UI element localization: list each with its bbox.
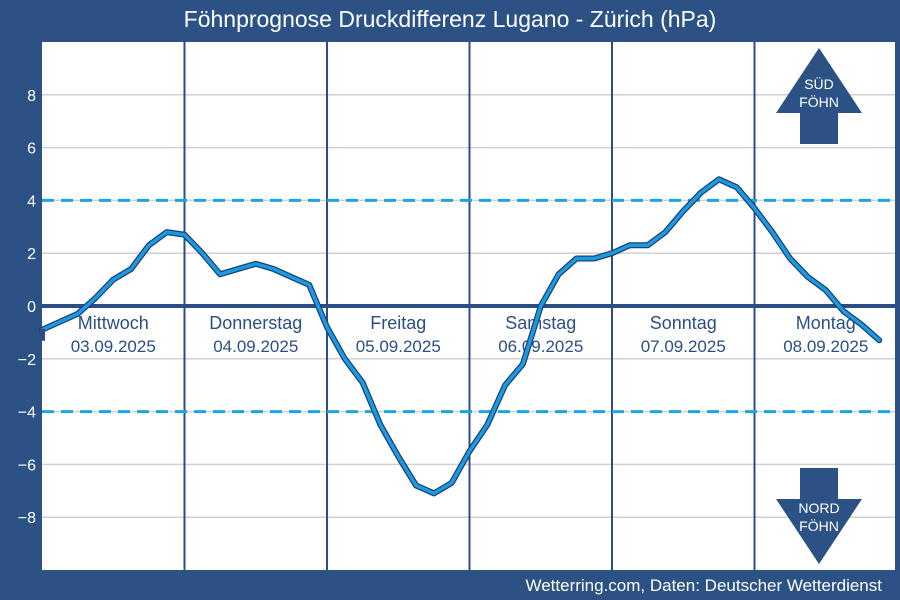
arrow-up-icon [776, 48, 862, 144]
day-name-label: Samstag [505, 313, 576, 333]
y-tick-label: −8 [18, 510, 36, 527]
y-tick-label: −4 [18, 405, 36, 422]
series-layer [39, 176, 883, 497]
day-labels: Mittwoch 03.09.2025 Donnerstag 04.09.2025 Fr… [71, 313, 869, 356]
nord-foehn-label: FÖHN [799, 517, 839, 534]
source-credit: Wetterring.com, Daten: Deutscher Wetterd… [525, 576, 882, 595]
day-date-label: 06.09.2025 [498, 337, 583, 356]
day-date-label: 04.09.2025 [213, 337, 298, 356]
y-tick-label: 4 [27, 193, 36, 210]
y-tick-label: −6 [18, 457, 36, 474]
sud-foehn-label: FÖHN [799, 93, 839, 110]
y-tick-label: 8 [27, 88, 36, 105]
threshold-lines [42, 198, 895, 414]
chart-title: Föhnprognose Druckdifferenz Lugano - Zür… [183, 6, 717, 32]
nord-foehn-indicator: NORD FÖHN [776, 468, 862, 564]
day-name-label: Montag [796, 313, 856, 333]
y-tick-label: 6 [27, 141, 36, 158]
y-tick-label: 0 [27, 299, 36, 316]
day-date-label: 05.09.2025 [356, 337, 441, 356]
day-date-label: 03.09.2025 [71, 337, 156, 356]
sud-label: SÜD [804, 75, 834, 92]
day-date-label: 08.09.2025 [783, 337, 868, 356]
y-tick-label: 2 [27, 246, 36, 263]
day-name-label: Donnerstag [209, 313, 302, 333]
series-line [40, 177, 881, 496]
arrow-down-icon [776, 468, 862, 564]
sud-foehn-indicator: SÜD FÖHN [776, 48, 862, 144]
series-start-marker [40, 328, 45, 341]
day-date-label: 07.09.2025 [641, 337, 726, 356]
y-tick-label: −2 [18, 352, 36, 369]
day-name-label: Sonntag [650, 313, 717, 333]
nord-label: NORD [798, 500, 839, 516]
day-name-label: Mittwoch [78, 313, 149, 333]
day-name-label: Freitag [370, 313, 426, 333]
y-tick-labels: −8 −6 −4 −2 0 2 4 6 8 [18, 88, 36, 527]
